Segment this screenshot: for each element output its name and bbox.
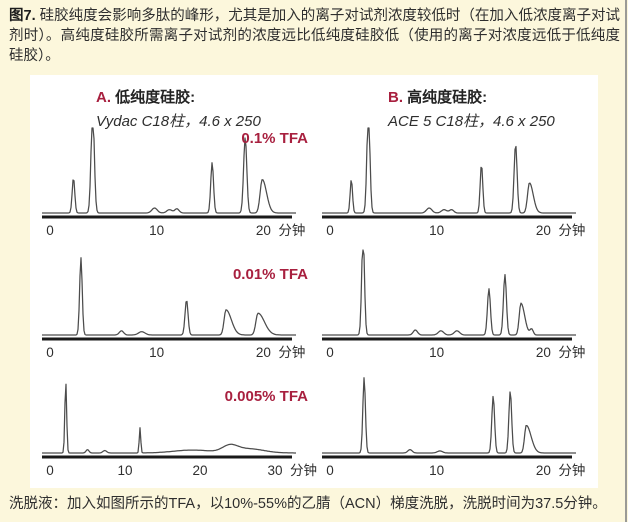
x-tick-label: 10 (429, 463, 444, 478)
x-axis-unit-label: 分钟 (558, 462, 585, 478)
x-tick-label: 20 (536, 345, 551, 360)
x-tick-label: 0 (46, 463, 54, 478)
x-axis-unit-label: 分钟 (278, 222, 305, 238)
column-a-letter: A. (96, 89, 111, 106)
x-tick-label: 20 (256, 223, 271, 238)
x-tick-label: 20 (536, 463, 551, 478)
x-tick-label: 0 (326, 223, 334, 238)
x-tick-label: 30 (267, 463, 282, 478)
chromatogram-trace-svg: 0 10 20 分钟 (322, 249, 585, 360)
chromatogram-low-purity-0.005-tfa: 0.005% TFA 0 10 20 30 分钟 (38, 363, 318, 481)
chromatogram-trace-svg: 0 10 20 分钟 (322, 127, 585, 238)
column-a-subtitle: Vydac C18柱，4.6 x 250 (96, 113, 261, 130)
x-axis-unit-label: 分钟 (278, 344, 305, 360)
tfa-concentration-label: 0.1% TFA (241, 130, 308, 147)
trace-line (42, 127, 296, 214)
chromatogram-panel: A. 低纯度硅胶: Vydac C18柱，4.6 x 250 B. 高纯度硅胶:… (30, 75, 598, 488)
chromatogram-trace-svg: 0 10 20 分钟 (322, 377, 585, 478)
x-tick-label: 10 (429, 223, 444, 238)
eluent-note: 洗脱液：加入如图所示的TFA，以10%-55%的乙腈（ACN）梯度洗脱，洗脱时间… (9, 496, 607, 512)
x-tick-label: 20 (256, 345, 271, 360)
tfa-concentration-label: 0.01% TFA (232, 266, 308, 283)
figure-caption: 图7. 硅胶纯度会影响多肽的峰形，尤其是加入的离子对试剂浓度较低时（在加入低浓度… (9, 7, 620, 67)
x-tick-label: 10 (117, 463, 132, 478)
chromatogram-trace-svg: 0 10 20 30 分钟 (42, 383, 317, 478)
x-tick-label: 10 (429, 345, 444, 360)
trace-line (322, 249, 576, 336)
x-tick-label: 20 (192, 463, 207, 478)
column-b-header: B. 高纯度硅胶: ACE 5 C18柱，4.6 x 250 (388, 86, 555, 131)
column-a-title: A. 低纯度硅胶: (96, 86, 261, 107)
chromatogram-low-purity-0.1-tfa: 0.1% TFA 0 10 20 分钟 (38, 123, 318, 241)
trace-line (322, 127, 576, 214)
x-tick-label: 20 (536, 223, 551, 238)
tfa-concentration-label: 0.005% TFA (224, 388, 308, 405)
column-b-letter: B. (388, 89, 403, 106)
column-a-title-text: 低纯度硅胶: (111, 89, 196, 106)
page-edge-line (625, 0, 627, 522)
x-tick-label: 0 (46, 345, 54, 360)
column-b-subtitle: ACE 5 C18柱，4.6 x 250 (388, 113, 555, 130)
chromatogram-high-purity-0.1-tfa: 0 10 20 分钟 (318, 123, 598, 241)
x-tick-label: 0 (326, 463, 334, 478)
column-b-title: B. 高纯度硅胶: (388, 86, 555, 107)
column-b-title-text: 高纯度硅胶: (403, 89, 488, 106)
chromatogram-high-purity-0.01-tfa: 0 10 20 分钟 (318, 245, 598, 363)
chromatogram-trace-svg: 0 10 20 分钟 (42, 257, 305, 360)
x-axis-unit-label: 分钟 (558, 222, 585, 238)
chromatogram-low-purity-0.01-tfa: 0.01% TFA 0 10 20 分钟 (38, 245, 318, 363)
trace-line (42, 383, 296, 454)
trace-line (322, 377, 576, 454)
column-a-header: A. 低纯度硅胶: Vydac C18柱，4.6 x 250 (96, 86, 261, 131)
figure-number: 图7. (9, 8, 36, 24)
x-tick-label: 0 (326, 345, 334, 360)
x-axis-unit-label: 分钟 (558, 344, 585, 360)
chromatogram-high-purity-0.005-tfa: 0 10 20 分钟 (318, 363, 598, 481)
figure-caption-text: 硅胶纯度会影响多肽的峰形，尤其是加入的离子对试剂浓度较低时（在加入低浓度离子对试… (9, 8, 621, 64)
x-tick-label: 10 (149, 223, 164, 238)
x-tick-label: 10 (149, 345, 164, 360)
x-tick-label: 0 (46, 223, 54, 238)
chromatogram-trace-svg: 0 10 20 分钟 (42, 127, 305, 238)
x-axis-unit-label: 分钟 (290, 462, 317, 478)
trace-line (42, 257, 296, 336)
